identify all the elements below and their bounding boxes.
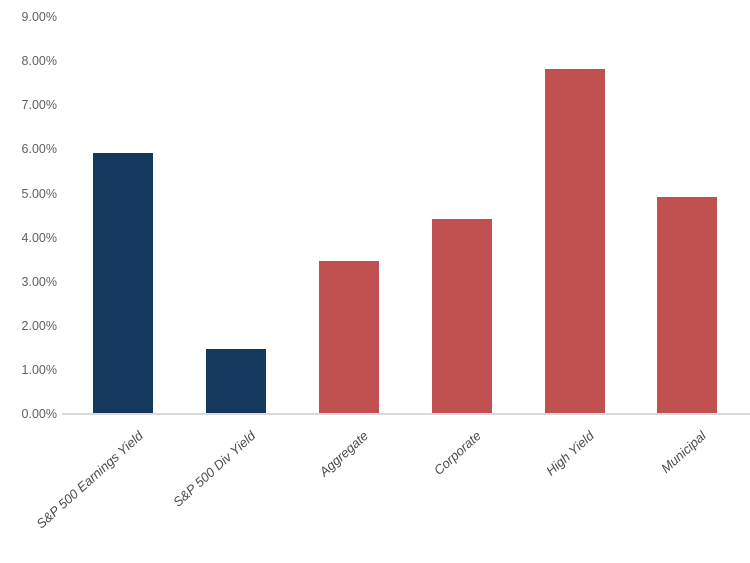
bar-municipal <box>657 196 718 413</box>
y-axis-tick-label-3: 3.00% <box>21 274 57 289</box>
category-label-s-p-500-div-yield: S&P 500 Div Yield <box>169 428 259 510</box>
y-axis-tick-label-1: 1.00% <box>21 362 57 377</box>
bar-s-p-500-div-yield <box>206 349 267 413</box>
y-axis-tick-label-8: 8.00% <box>21 54 57 69</box>
bar-aggregate <box>319 260 379 413</box>
y-axis-tick-label-7: 7.00% <box>21 98 57 113</box>
bar-s-p-500-earnings-yield <box>93 152 154 413</box>
x-axis-line <box>62 413 750 415</box>
category-label-aggregate: Aggregate <box>316 428 372 480</box>
y-axis-tick-label-0: 0.00% <box>21 407 57 421</box>
y-axis-tick-label-2: 2.00% <box>21 318 57 333</box>
bar-high-yield <box>544 69 605 413</box>
y-axis-tick-label-6: 6.00% <box>21 142 57 157</box>
category-label-municipal: Municipal <box>658 428 710 476</box>
category-label-corporate: Corporate <box>430 428 484 478</box>
y-axis-tick-label-5: 5.00% <box>21 186 57 201</box>
y-axis-tick-label-9: 9.00% <box>21 10 57 25</box>
y-axis-tick-label-4: 4.00% <box>21 230 57 245</box>
category-label-high-yield: High Yield <box>542 428 597 479</box>
category-label-s-p-500-earnings-yield: S&P 500 Earnings Yield <box>32 428 146 532</box>
bar-corporate <box>431 218 492 413</box>
